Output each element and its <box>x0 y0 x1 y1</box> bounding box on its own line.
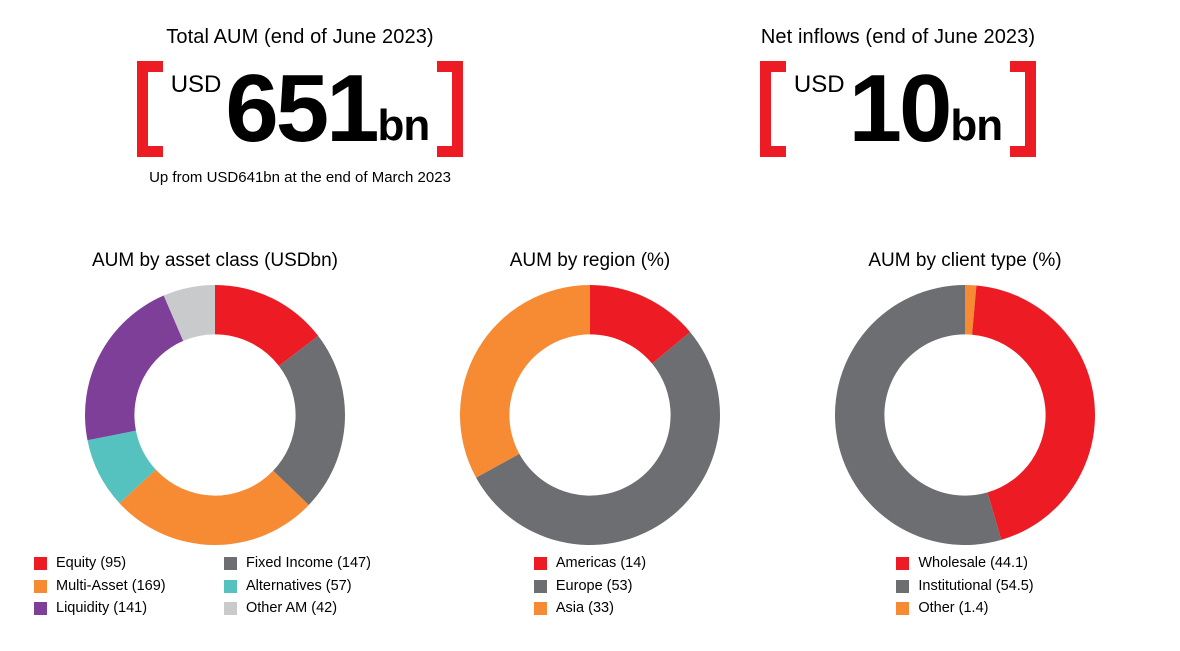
legend-item-label: Europe (53) <box>555 577 633 594</box>
donut-chart-aum-by-region <box>400 284 780 546</box>
legend-item-label: Other AM (42) <box>246 600 338 617</box>
kpi-total-aum-title: Total AUM (end of June 2023) <box>166 26 434 48</box>
legend-item[interactable]: Wholesale (44.1) <box>896 554 1033 574</box>
legend-item[interactable]: Other (1.4) <box>896 599 1033 619</box>
legend-item-label: Alternatives (57) <box>246 577 352 594</box>
chart-panel-aum-by-region: AUM by region (%) Americas (14) Europe (5… <box>400 250 780 619</box>
donut-chart-aum-by-asset-class <box>25 284 405 546</box>
donut-svg <box>460 285 720 545</box>
kpi-net-inflows-title: Net inflows (end of June 2023) <box>760 26 1036 48</box>
kpi-total-aum-value: 651 <box>225 54 379 162</box>
legend-swatch-icon <box>224 579 237 593</box>
bracket-right-icon <box>1006 61 1036 157</box>
kpi-net-inflows-amount: USD 10 bn <box>790 54 1006 162</box>
chart-title: AUM by region (%) <box>509 250 671 271</box>
bracket-left-icon <box>759 61 790 157</box>
legend-item[interactable]: Liquidity (141) <box>34 599 206 619</box>
chart-legend: Equity (95) Multi-Asset (169) Liquidity (1… <box>25 554 405 619</box>
legend-swatch-icon <box>34 557 47 571</box>
donut-slice[interactable] <box>972 285 1095 540</box>
legend-item-label: Liquidity (141) <box>56 600 148 617</box>
donut-slice[interactable] <box>965 285 977 335</box>
legend-item-label: Asia (33) <box>555 600 614 617</box>
chart-legend: Americas (14) Europe (53) Asia (33) <box>400 554 780 619</box>
kpi-net-inflows-unit: bn <box>950 101 1003 151</box>
kpi-net-inflows-currency: USD <box>793 70 845 98</box>
legend-item-label: Wholesale (44.1) <box>918 555 1028 571</box>
legend-item[interactable]: Other AM (42) <box>224 599 396 619</box>
legend-swatch-icon <box>533 602 547 616</box>
legend-swatch-icon <box>224 602 237 616</box>
legend-swatch-icon <box>896 602 910 616</box>
legend-item[interactable]: Institutional (54.5) <box>896 577 1034 597</box>
legend-item[interactable]: Multi-Asset (169) <box>34 577 206 597</box>
legend-item[interactable]: Asia (33) <box>533 599 646 619</box>
chart-title: AUM by client type (%) <box>868 250 1062 271</box>
donut-slice[interactable] <box>590 285 691 364</box>
legend-swatch-icon <box>34 602 47 616</box>
chart-panel-aum-by-client-type: AUM by client type (%) Wholesale (44.1) I… <box>775 250 1155 619</box>
donut-slice[interactable] <box>119 469 309 545</box>
donut-slice[interactable] <box>273 335 345 506</box>
legend-item-label: Other (1.4) <box>918 600 989 617</box>
donut-svg <box>835 285 1095 545</box>
legend-item[interactable]: Europe (53) <box>533 577 646 597</box>
legend-item-label: Institutional (54.5) <box>918 577 1034 594</box>
donut-slice[interactable] <box>460 285 590 478</box>
kpi-total-aum-currency: USD <box>170 70 222 98</box>
legend-swatch-icon <box>896 579 910 593</box>
legend-swatch-icon <box>533 557 547 571</box>
donut-slice[interactable] <box>85 295 184 441</box>
kpi-total-aum-amount: USD 651 bn <box>167 54 434 162</box>
legend-swatch-icon <box>224 557 237 571</box>
legend-swatch-icon <box>34 579 47 593</box>
legend-swatch-icon <box>896 557 910 571</box>
donut-slice[interactable] <box>476 332 720 545</box>
kpi-net-inflows-value: 10 <box>848 54 953 162</box>
donut-slice[interactable] <box>215 285 319 366</box>
kpi-net-inflows: Net inflows (end of June 2023) USD 10 bn <box>616 26 1180 159</box>
legend-item-label: Equity (95) <box>56 555 127 571</box>
donut-slice[interactable] <box>163 285 215 341</box>
chart-legend: Wholesale (44.1) Institutional (54.5) Othe… <box>775 554 1155 619</box>
donut-slice[interactable] <box>835 285 1002 545</box>
chart-panel-aum-by-asset-class: AUM by asset class (USDbn) Equity (95) Mu… <box>25 250 405 619</box>
legend-item[interactable]: Equity (95) <box>34 554 206 574</box>
kpi-total-aum-subtitle: Up from USD641bn at the end of March 202… <box>149 169 451 186</box>
chart-title: AUM by asset class (USDbn) <box>91 250 338 271</box>
donut-slice[interactable] <box>87 430 156 504</box>
bracket-left-icon <box>136 61 167 157</box>
legend-swatch-icon <box>533 579 547 593</box>
kpi-total-aum: Total AUM (end of June 2023) USD 651 bn … <box>0 26 600 186</box>
bracket-right-icon <box>433 61 463 157</box>
kpi-total-aum-figure: USD 651 bn <box>0 59 600 159</box>
kpi-net-inflows-figure: USD 10 bn <box>616 59 1180 159</box>
legend-item-label: Americas (14) <box>555 555 647 571</box>
legend-item-label: Fixed Income (147) <box>246 555 371 571</box>
legend-item-label: Multi-Asset (169) <box>56 577 166 594</box>
kpi-total-aum-unit: bn <box>377 101 431 151</box>
donut-svg <box>85 285 345 545</box>
legend-item[interactable]: Americas (14) <box>533 554 647 574</box>
donut-chart-aum-by-client-type <box>775 284 1155 546</box>
legend-item[interactable]: Fixed Income (147) <box>224 554 396 574</box>
legend-item[interactable]: Alternatives (57) <box>224 577 396 597</box>
